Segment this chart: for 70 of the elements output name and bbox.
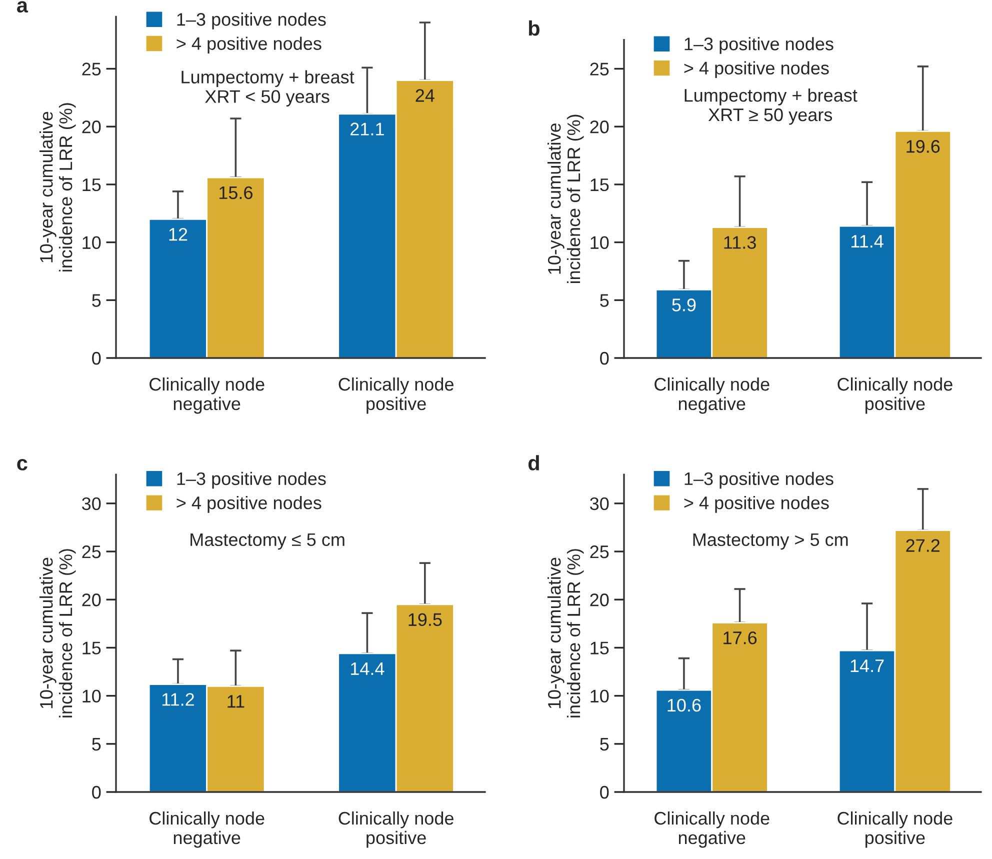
legend-label: 1–3 positive nodes (177, 12, 326, 30)
chart-title: c (17, 459, 28, 470)
y-tick-label: 30 (590, 497, 609, 510)
text: Mastectomy > 5 cm (693, 533, 848, 550)
data-label: 10.6 (668, 698, 701, 712)
y-axis-title: 10-year cumulative incidence of LRR (%) (548, 114, 584, 283)
y-tick-label: 15 (590, 642, 609, 654)
legend-label: 1–3 positive nodes (684, 472, 834, 489)
data-label: 15.6 (219, 186, 252, 200)
text: Lumpectomy + breast XRT < 50 years (182, 70, 354, 106)
y-tick-label: 5 (92, 738, 101, 751)
data-label: 11.3 (724, 236, 756, 249)
x-tick-label: Clinically node positive (338, 811, 454, 848)
data-label: 11 (228, 695, 244, 708)
legend-label: > 4 positive nodes (684, 496, 829, 513)
y-tick-label: 10 (590, 690, 609, 703)
chart-title: a (16, 1, 28, 13)
x-tick-label: Clinically node negative (654, 811, 770, 848)
y-tick-label: 20 (82, 594, 101, 606)
chart-title: d (528, 455, 539, 470)
y-tick-label: 20 (82, 120, 101, 134)
y-tick-label: 15 (82, 178, 101, 192)
x-tick-label: Clinically node negative (654, 377, 770, 414)
y-tick-label: 10 (590, 236, 609, 250)
legend-label: > 4 positive nodes (684, 61, 829, 78)
data-label: 11.2 (162, 693, 194, 706)
legend-label: > 4 positive nodes (176, 36, 322, 54)
y-tick-label: 20 (590, 120, 609, 134)
y-axis-title: 10-year cumulative incidence of LRR (%) (548, 549, 584, 718)
text: Mastectomy ≤ 5 cm (190, 533, 344, 550)
data-label: 5.9 (672, 298, 696, 312)
y-tick-label: 15 (590, 178, 609, 192)
y-tick-label: 25 (82, 545, 101, 558)
data-label: 19.5 (408, 613, 442, 626)
chart-title: b (528, 20, 540, 36)
y-tick-label: 10 (82, 236, 101, 250)
text: Lumpectomy + breast XRT ≥ 50 years (684, 88, 858, 125)
data-label: 11.4 (852, 235, 884, 248)
y-tick-label: 5 (600, 294, 609, 307)
y-tick-label: 10 (82, 690, 101, 703)
y-tick-label: 25 (82, 62, 101, 76)
y-tick-label: 25 (590, 62, 609, 76)
y-tick-label: 0 (92, 786, 101, 799)
x-tick-label: Clinically node positive (838, 377, 952, 414)
data-label: 14.7 (850, 660, 884, 672)
x-tick-label: Clinically node positive (338, 377, 454, 414)
y-tick-label: 15 (82, 642, 101, 654)
y-tick-label: 30 (82, 497, 101, 510)
y-tick-label: 0 (600, 786, 609, 799)
y-tick-label: 5 (92, 294, 101, 307)
data-label: 24 (416, 89, 434, 102)
y-tick-label: 0 (600, 352, 609, 365)
y-axis-title: 10-year cumulative incidence of LRR (%) (40, 103, 76, 272)
y-tick-label: 0 (92, 352, 101, 365)
y-tick-label: 20 (590, 594, 609, 606)
data-label: 12 (169, 228, 188, 241)
x-tick-label: Clinically node positive (838, 811, 952, 848)
data-label: 27.2 (906, 539, 940, 552)
y-axis-title: 10-year cumulative incidence of LRR (%) (40, 549, 76, 718)
legend-label: 1–3 positive nodes (684, 37, 834, 54)
data-label: 17.6 (724, 632, 757, 644)
y-tick-label: 25 (590, 545, 609, 558)
x-tick-label: Clinically node negative (150, 811, 264, 848)
legend-label: 1–3 positive nodes (177, 472, 326, 489)
data-label: 19.6 (906, 140, 940, 153)
x-tick-label: Clinically node negative (150, 377, 264, 414)
legend-label: > 4 positive nodes (176, 496, 322, 513)
y-tick-label: 5 (600, 738, 609, 751)
data-label: 21.1 (350, 122, 384, 136)
data-label: 14.4 (351, 662, 384, 675)
